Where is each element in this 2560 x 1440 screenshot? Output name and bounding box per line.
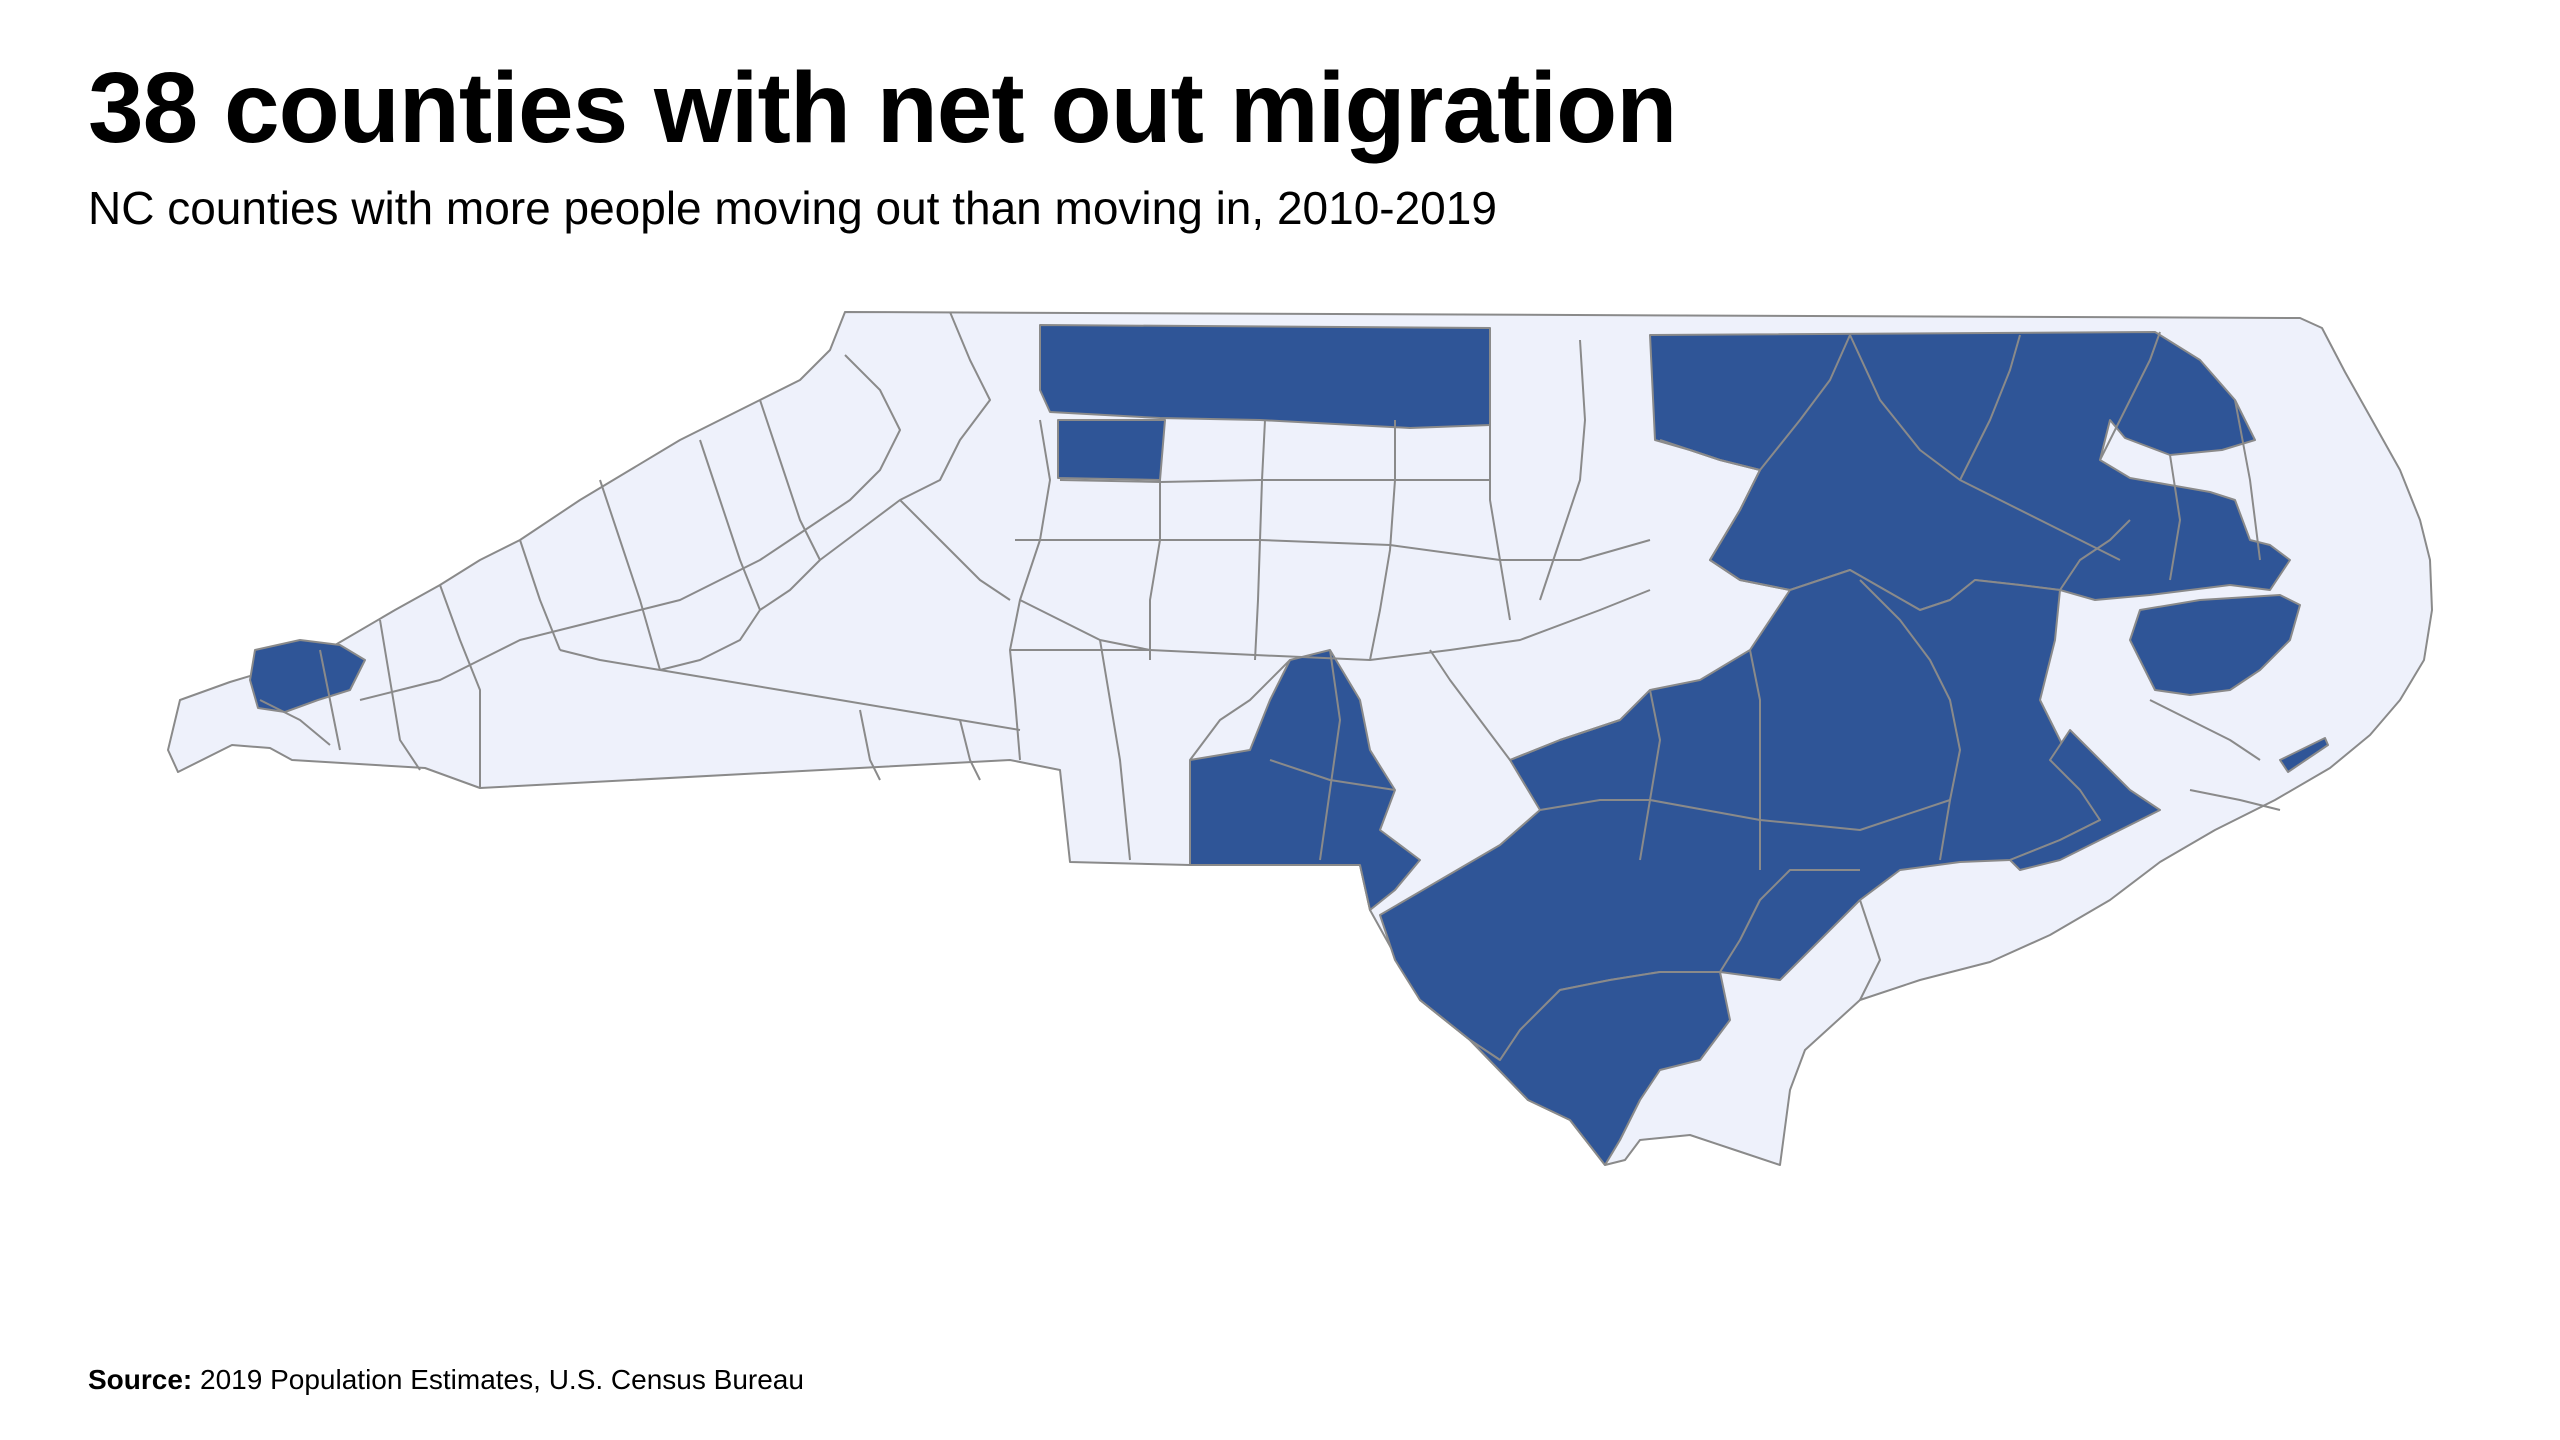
chart-title: 38 counties with net out migration xyxy=(88,52,1677,164)
county-highlight-columbus xyxy=(1419,971,1731,1166)
county-highlight-southeast xyxy=(1379,569,2111,1061)
county-highlight-hyde xyxy=(2129,594,2301,696)
source-label: Source: xyxy=(88,1364,193,1395)
county-highlight-yadkin xyxy=(1057,419,1166,481)
source-text: 2019 Population Estimates, U.S. Census B… xyxy=(200,1364,804,1395)
county-highlight-west xyxy=(249,639,366,713)
county-highlight-outer-banks xyxy=(2279,737,2329,773)
county-highlight-north-band xyxy=(1039,324,1491,429)
county-borders xyxy=(259,311,2281,1001)
source-note: Source: 2019 Population Estimates, U.S. … xyxy=(88,1362,804,1398)
county-highlight-craven xyxy=(2009,729,2161,871)
chart-subtitle: NC counties with more people moving out … xyxy=(88,182,1497,234)
